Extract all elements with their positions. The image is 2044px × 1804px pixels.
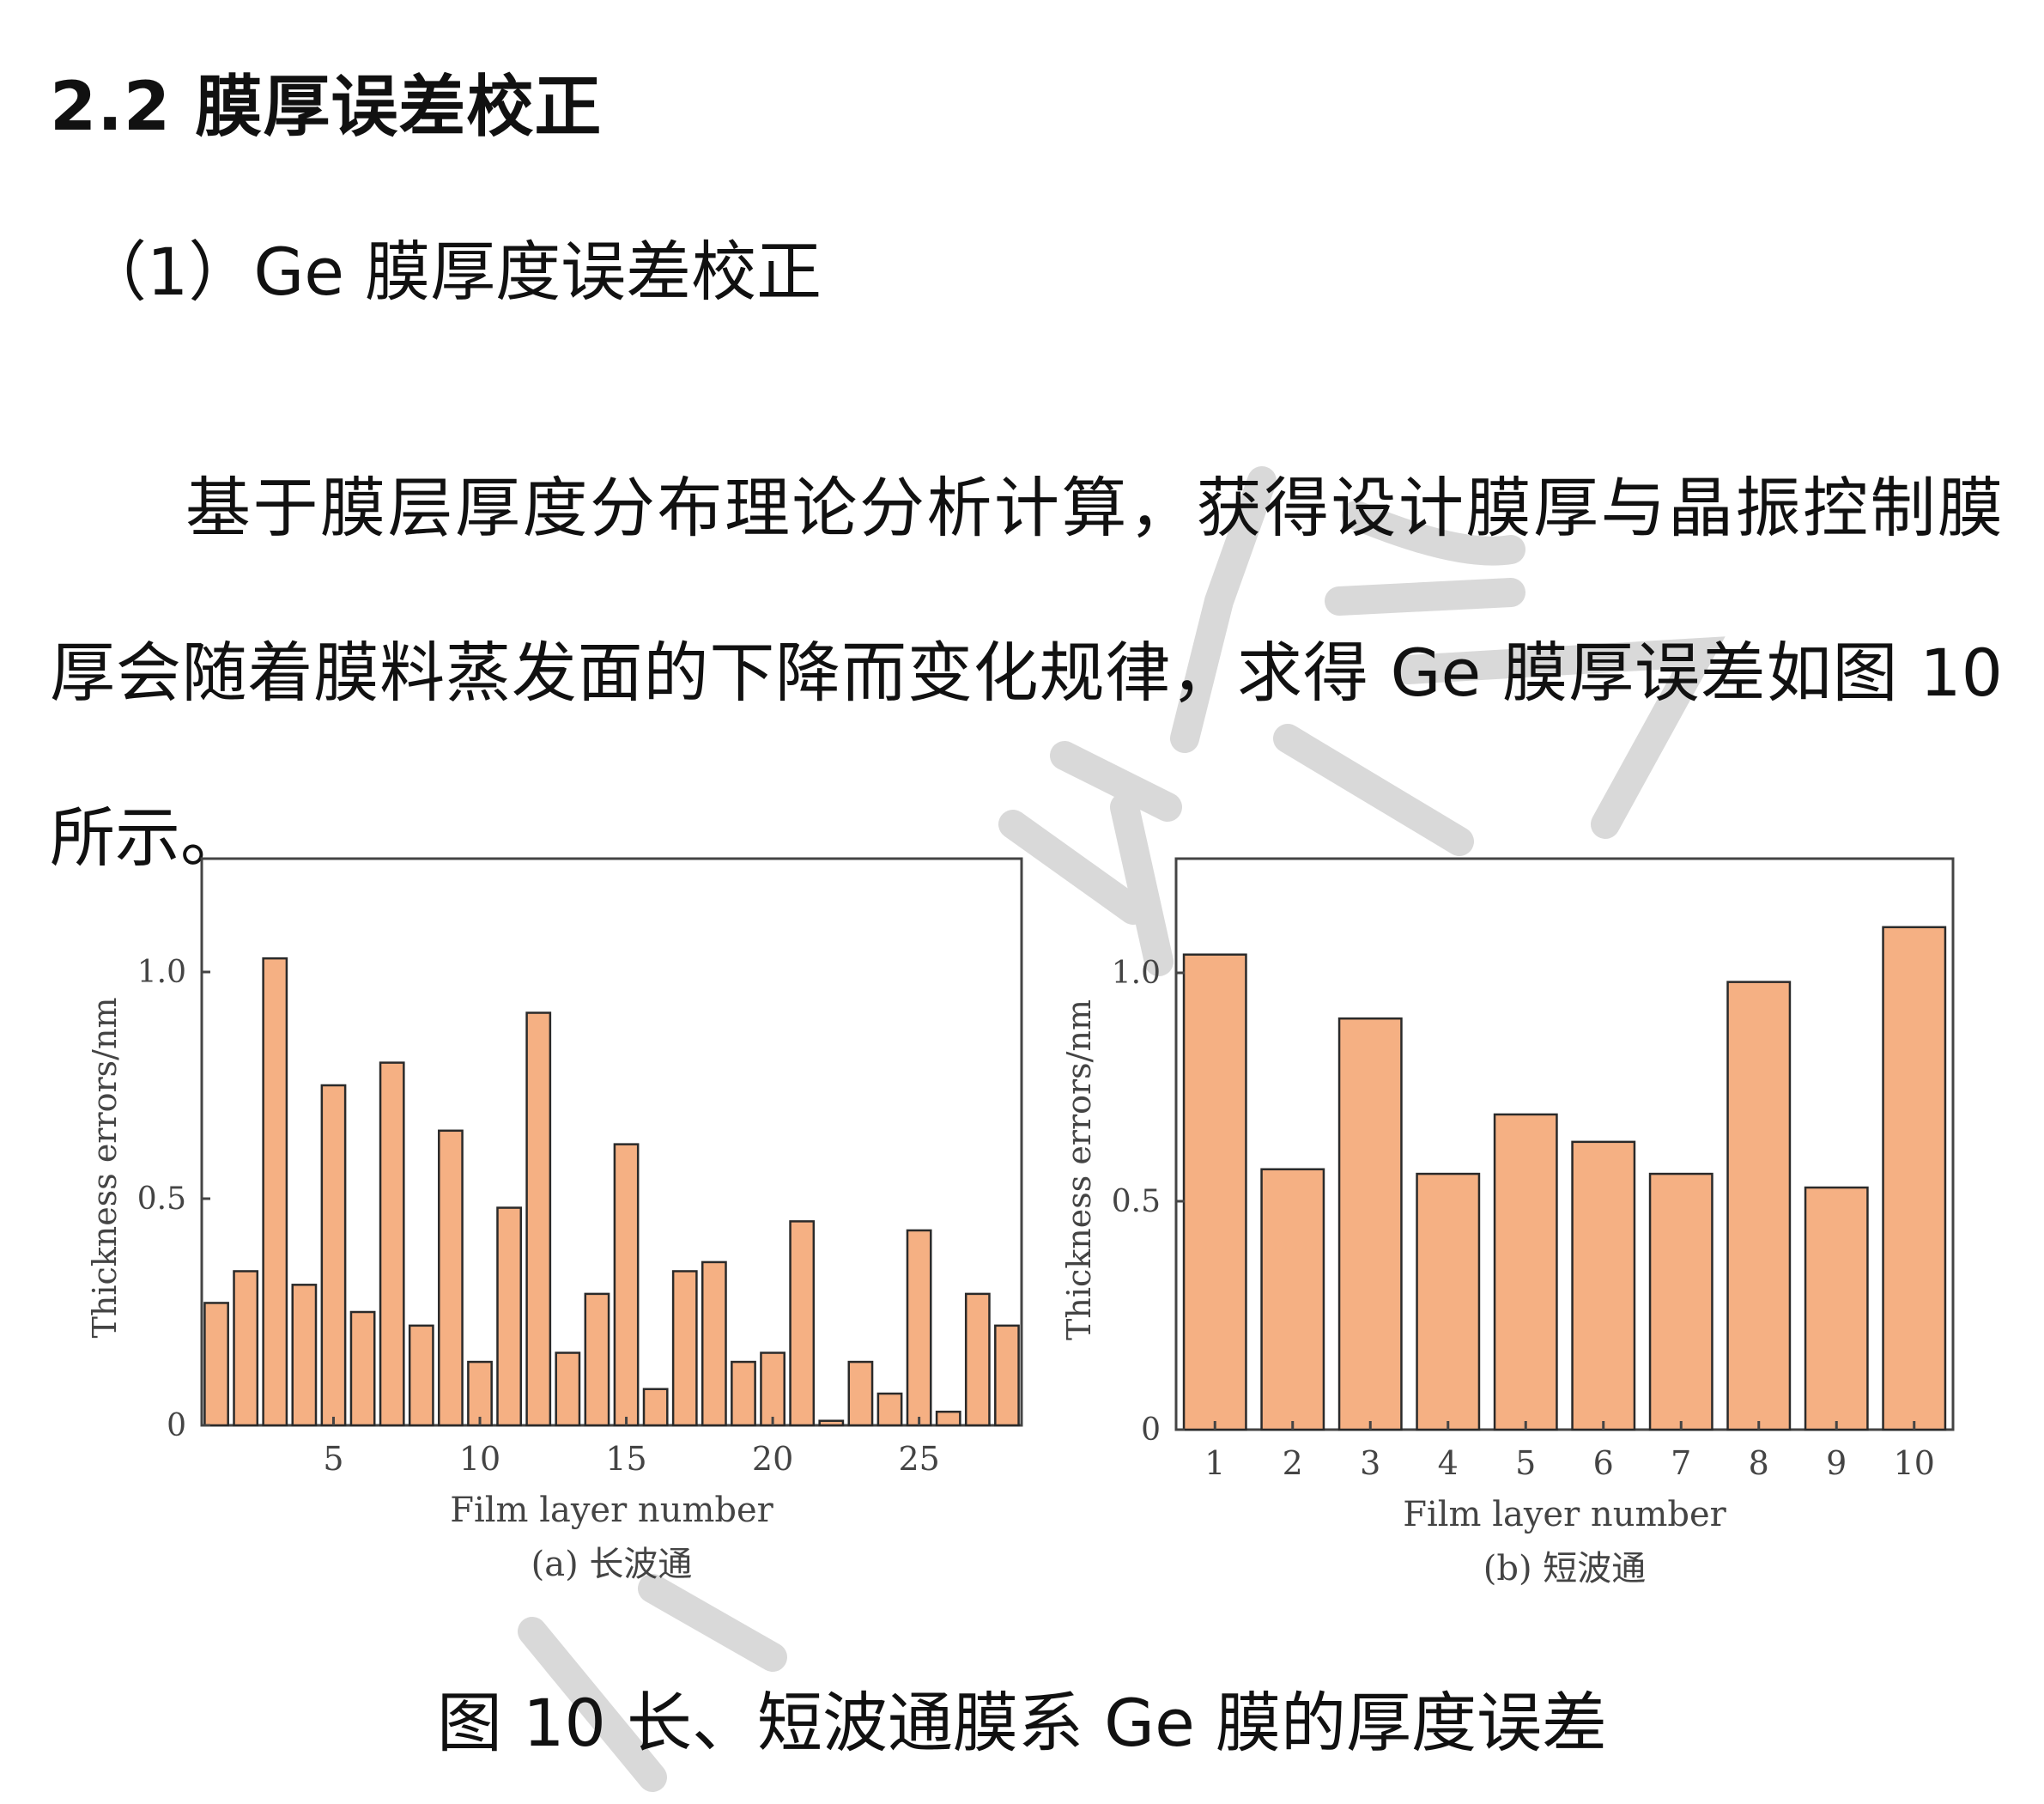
bar-layer-21 xyxy=(789,1220,816,1427)
bar-layer-10 xyxy=(1882,926,1947,1431)
bar-layer-12 xyxy=(525,1011,552,1427)
chart-long-wave-pass: 0 0.5 1.0 5 10 15 20 25 Film layer number Thickne… xyxy=(77,846,1047,1622)
bar-layer-24 xyxy=(876,1392,903,1427)
plot-frame xyxy=(1174,857,1955,1431)
bar-layer-27 xyxy=(964,1292,991,1427)
bar-layer-18 xyxy=(701,1260,727,1427)
bar-layer-28 xyxy=(994,1324,1020,1427)
bar-layer-8 xyxy=(1726,981,1792,1431)
bar-layer-9 xyxy=(438,1129,464,1427)
bar-layer-8 xyxy=(408,1324,434,1427)
x-tick-label: 2 xyxy=(1283,1444,1303,1482)
bar-layer-4 xyxy=(1416,1172,1481,1431)
y-axis-label: Thickness errors/nm xyxy=(1060,999,1098,1340)
y-tick-label: 0 xyxy=(167,1408,186,1443)
bar-layer-7 xyxy=(379,1061,405,1427)
bar-layer-14 xyxy=(584,1292,610,1427)
x-tick-label: 20 xyxy=(752,1440,793,1478)
bar-layer-17 xyxy=(671,1270,698,1427)
x-tick-label: 1 xyxy=(1204,1444,1225,1482)
bar-layer-23 xyxy=(847,1360,874,1427)
bar-layer-2 xyxy=(233,1270,259,1427)
bar-layer-22 xyxy=(818,1419,845,1427)
subsection-heading: （1）Ge 膜厚度误差校正 xyxy=(82,234,822,310)
bar-layer-9 xyxy=(1804,1186,1869,1431)
bar-layer-15 xyxy=(613,1143,640,1427)
x-tick-label: 3 xyxy=(1360,1444,1380,1482)
bar-layer-26 xyxy=(935,1410,961,1427)
x-tick-label: 15 xyxy=(605,1440,646,1478)
bar-layer-3 xyxy=(1337,1017,1403,1431)
plot-frame xyxy=(200,857,1023,1427)
x-tick-label: 7 xyxy=(1671,1444,1691,1482)
bar-layer-1 xyxy=(1182,953,1247,1431)
figure-caption: 图 10 长、短波通膜系 Ge 膜的厚度误差 xyxy=(437,1685,1607,1761)
bar-layer-6 xyxy=(349,1310,376,1427)
bar-layer-3 xyxy=(262,957,288,1427)
x-tick-label: 6 xyxy=(1593,1444,1614,1482)
x-tick-label: 10 xyxy=(459,1440,500,1478)
bar-layer-11 xyxy=(496,1206,523,1427)
x-tick-label: 8 xyxy=(1749,1444,1769,1482)
x-tick-label: 5 xyxy=(1515,1444,1536,1482)
x-axis-label: Film layer number xyxy=(1403,1495,1726,1534)
bar-layer-5 xyxy=(1493,1113,1558,1431)
bar-layer-6 xyxy=(1571,1140,1636,1431)
bar-layer-4 xyxy=(291,1284,318,1427)
x-axis-label: Film layer number xyxy=(450,1491,773,1530)
chart-subcaption: (a) 长波通 xyxy=(531,1545,693,1584)
x-tick-label: 25 xyxy=(898,1440,939,1478)
bar-layer-25 xyxy=(906,1229,932,1427)
y-tick-label: 0.5 xyxy=(137,1181,186,1217)
y-tick-label: 1.0 xyxy=(1112,956,1161,991)
bar-layer-7 xyxy=(1648,1172,1713,1431)
y-tick-label: 0 xyxy=(1141,1412,1161,1448)
x-tick-label: 9 xyxy=(1826,1444,1847,1482)
y-tick-label: 0.5 xyxy=(1112,1184,1161,1219)
x-tick-label: 10 xyxy=(1894,1444,1935,1482)
y-tick-label: 1.0 xyxy=(137,955,186,990)
bar-layer-10 xyxy=(467,1360,493,1427)
chart-subcaption: (b) 短波通 xyxy=(1483,1549,1647,1588)
bar-layer-13 xyxy=(555,1351,581,1427)
section-heading: 2.2 膜厚误差校正 xyxy=(50,69,603,146)
bar-layer-20 xyxy=(760,1351,785,1427)
bar-layer-19 xyxy=(731,1360,756,1427)
bar-layer-2 xyxy=(1260,1168,1325,1431)
chart-short-wave-pass: 0 0.5 1.0 1 2 3 4 5 6 7 8 9 10 Film layer number Thick… xyxy=(1052,846,2005,1622)
x-tick-label: 4 xyxy=(1438,1444,1459,1482)
x-tick-label: 5 xyxy=(323,1440,343,1478)
body-paragraph: 基于膜层厚度分布理论分析计算，获得设计膜厚与晶振控制膜厚会随着膜料蒸发面的下降而… xyxy=(50,470,2003,876)
bar-layer-1 xyxy=(203,1302,229,1427)
y-axis-label: Thickness errors/nm xyxy=(86,998,124,1339)
bar-layer-5 xyxy=(320,1084,347,1427)
bar-layer-16 xyxy=(642,1388,669,1427)
